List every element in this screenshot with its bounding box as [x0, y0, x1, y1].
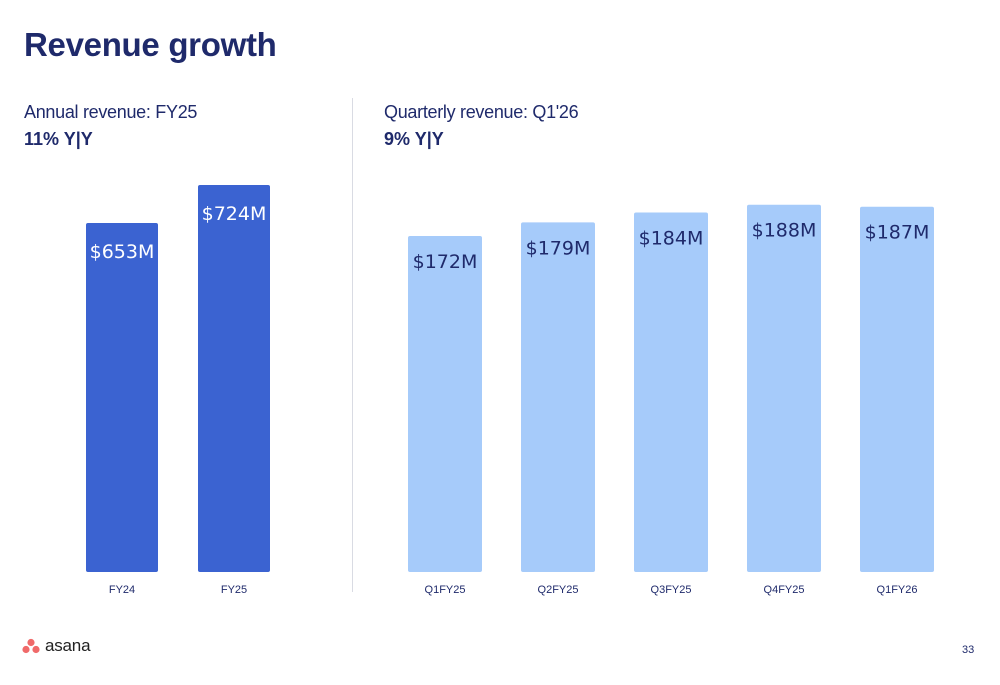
data-label-q1fy26: $187M [865, 222, 930, 244]
x-tick-fy25: FY25 [221, 584, 247, 596]
asana-logo: asana [22, 636, 91, 656]
x-tick-q1fy26: Q1FY26 [877, 584, 918, 596]
data-label-q2fy25: $179M [526, 237, 591, 259]
bar-fy25 [198, 185, 270, 573]
x-tick-q1fy25: Q1FY25 [425, 584, 466, 596]
data-label-q3fy25: $184M [639, 228, 704, 250]
x-tick-q2fy25: Q2FY25 [538, 584, 579, 596]
data-label-q4fy25: $188M [752, 220, 817, 242]
bar-fy24 [86, 223, 158, 572]
logo-text: asana [45, 636, 91, 655]
bar-q1fy25 [408, 236, 482, 572]
asana-logo-icon [22, 638, 40, 654]
panel-divider [352, 98, 353, 592]
page-title: Revenue growth [24, 26, 277, 63]
data-label-fy24: $653M [90, 241, 155, 263]
quarterly-growth-label: 9% Y|Y [384, 129, 444, 149]
quarterly-chart-title: Quarterly revenue: Q1'26 [384, 102, 579, 122]
page-number: 33 [962, 644, 975, 656]
annual-chart-title: Annual revenue: FY25 [24, 102, 198, 122]
x-tick-fy24: FY24 [109, 584, 135, 596]
data-label-fy25: $724M [202, 203, 267, 225]
bar-q2fy25 [521, 222, 595, 573]
quarterly-revenue-chart: $172M Q1FY25 $179M Q2FY25 $184M Q3FY25 $188M Q4… [408, 204, 934, 596]
annual-growth-label: 11% Y|Y [24, 129, 93, 149]
bar-q1fy26 [860, 206, 934, 572]
x-tick-q3fy25: Q3FY25 [651, 584, 692, 596]
bar-q4fy25 [747, 204, 821, 572]
bar-q3fy25 [634, 212, 708, 572]
x-tick-q4fy25: Q4FY25 [764, 584, 805, 596]
data-label-q1fy25: $172M [413, 251, 478, 273]
annual-revenue-chart: $653M FY24 $724M FY25 [86, 185, 270, 596]
